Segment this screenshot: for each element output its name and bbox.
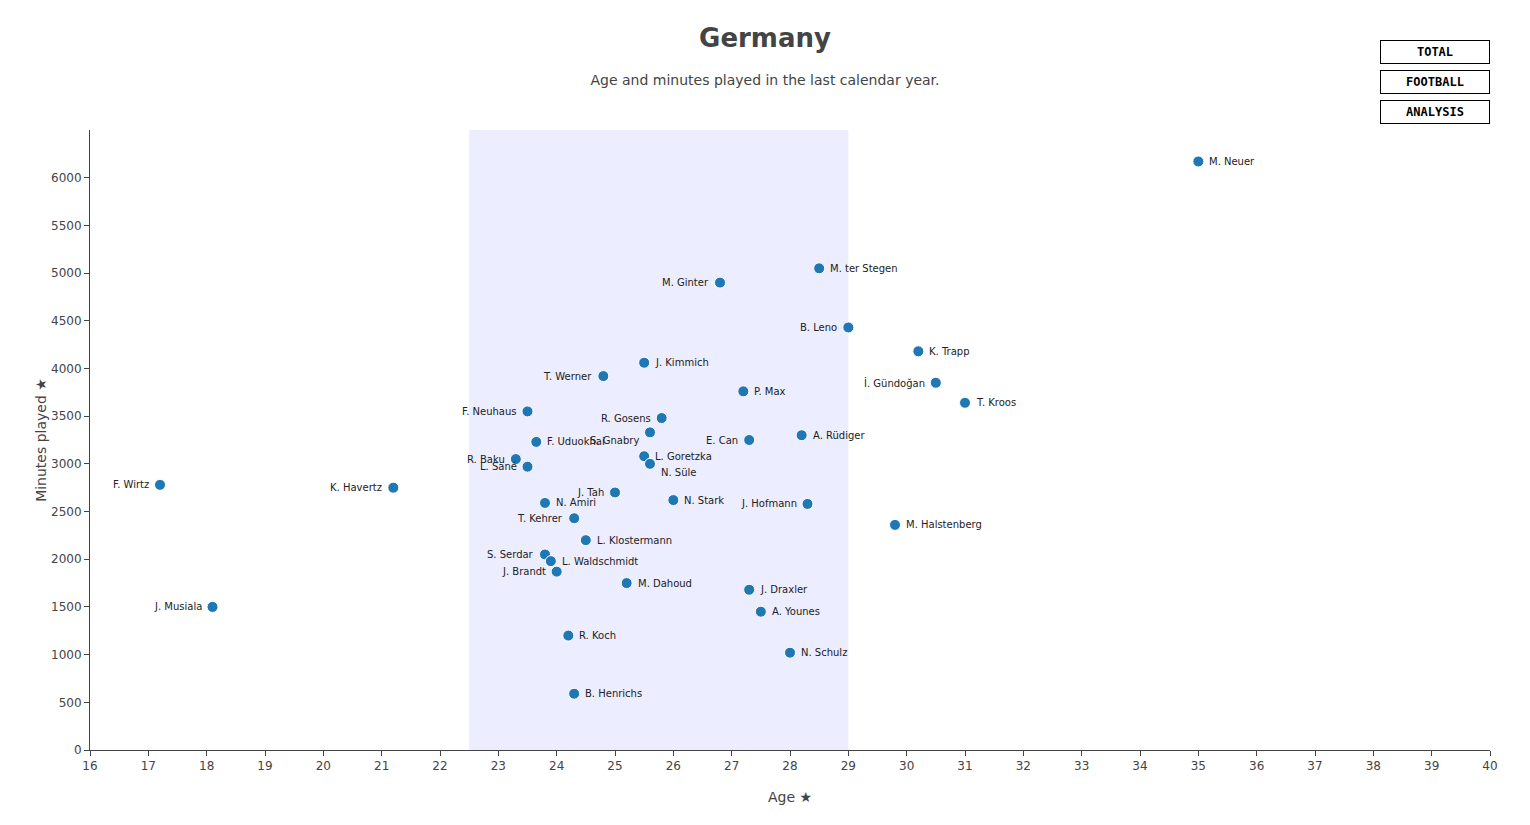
svg-text:20: 20 (316, 759, 331, 773)
svg-text:R. Gosens: R. Gosens (601, 413, 651, 424)
svg-text:37: 37 (1307, 759, 1322, 773)
svg-text:34: 34 (1132, 759, 1147, 773)
svg-text:L. Goretzka: L. Goretzka (655, 451, 712, 462)
svg-text:N. Amiri: N. Amiri (556, 497, 596, 508)
svg-text:S. Gnabry: S. Gnabry (590, 435, 639, 446)
svg-text:26: 26 (666, 759, 681, 773)
svg-text:Germany: Germany (699, 23, 831, 53)
svg-text:1500: 1500 (51, 600, 82, 614)
svg-text:3000: 3000 (51, 457, 82, 471)
svg-text:ANALYSIS: ANALYSIS (1406, 105, 1464, 119)
svg-text:M. Neuer: M. Neuer (1209, 156, 1255, 167)
svg-text:M. ter Stegen: M. ter Stegen (830, 263, 898, 274)
svg-text:30: 30 (899, 759, 914, 773)
svg-text:4500: 4500 (51, 314, 82, 328)
svg-text:T. Kehrer: T. Kehrer (517, 513, 563, 524)
svg-text:TOTAL: TOTAL (1417, 45, 1453, 59)
svg-text:K. Havertz: K. Havertz (330, 482, 382, 493)
svg-text:22: 22 (432, 759, 447, 773)
svg-text:B. Leno: B. Leno (800, 322, 837, 333)
svg-text:500: 500 (59, 696, 82, 710)
svg-text:T. Kroos: T. Kroos (976, 397, 1016, 408)
svg-text:S. Serdar: S. Serdar (487, 549, 534, 560)
svg-text:P. Max: P. Max (754, 386, 786, 397)
svg-text:28: 28 (782, 759, 797, 773)
svg-text:R. Koch: R. Koch (579, 630, 616, 641)
svg-text:F. Neuhaus: F. Neuhaus (462, 406, 517, 417)
svg-text:L. Sané: L. Sané (480, 461, 517, 472)
svg-text:25: 25 (607, 759, 622, 773)
svg-text:N. Schulz: N. Schulz (801, 647, 847, 658)
svg-text:A. Younes: A. Younes (772, 606, 820, 617)
svg-text:32: 32 (1016, 759, 1031, 773)
svg-text:F. Uduokhai: F. Uduokhai (547, 436, 605, 447)
svg-text:E. Can: E. Can (706, 435, 738, 446)
svg-text:M. Dahoud: M. Dahoud (638, 578, 692, 589)
svg-text:R. Baku: R. Baku (467, 454, 505, 465)
svg-text:23: 23 (491, 759, 506, 773)
svg-text:A. Rüdiger: A. Rüdiger (813, 430, 865, 441)
svg-text:T. Werner: T. Werner (543, 371, 592, 382)
svg-text:4000: 4000 (51, 362, 82, 376)
svg-text:1000: 1000 (51, 648, 82, 662)
svg-text:L. Waldschmidt: L. Waldschmidt (562, 556, 638, 567)
svg-text:FOOTBALL: FOOTBALL (1406, 75, 1464, 89)
svg-text:J. Hofmann: J. Hofmann (741, 498, 797, 509)
svg-text:N. Stark: N. Stark (684, 495, 724, 506)
svg-text:J. Draxler: J. Draxler (760, 584, 808, 595)
svg-text:2500: 2500 (51, 505, 82, 519)
svg-text:K. Trapp: K. Trapp (929, 346, 970, 357)
svg-text:İ. Gündoğan: İ. Gündoğan (864, 377, 925, 389)
svg-text:B. Henrichs: B. Henrichs (585, 688, 642, 699)
svg-text:M. Halstenberg: M. Halstenberg (906, 519, 982, 530)
svg-text:24: 24 (549, 759, 564, 773)
svg-text:18: 18 (199, 759, 214, 773)
svg-text:35: 35 (1191, 759, 1206, 773)
svg-text:3500: 3500 (51, 409, 82, 423)
svg-text:21: 21 (374, 759, 389, 773)
svg-text:Age ★: Age ★ (768, 789, 812, 805)
svg-text:36: 36 (1249, 759, 1264, 773)
svg-text:Minutes played ★: Minutes played ★ (33, 378, 49, 502)
svg-text:M. Ginter: M. Ginter (662, 277, 709, 288)
svg-text:6000: 6000 (51, 171, 82, 185)
svg-text:27: 27 (724, 759, 739, 773)
svg-text:5000: 5000 (51, 266, 82, 280)
svg-text:J. Kimmich: J. Kimmich (655, 357, 709, 368)
svg-text:31: 31 (957, 759, 972, 773)
svg-text:N. Süle: N. Süle (661, 467, 696, 478)
svg-text:L. Klostermann: L. Klostermann (597, 535, 672, 546)
svg-text:J. Brandt: J. Brandt (502, 566, 546, 577)
svg-text:19: 19 (257, 759, 272, 773)
svg-text:Age and minutes played in the: Age and minutes played in the last calen… (590, 72, 939, 88)
svg-text:2000: 2000 (51, 552, 82, 566)
svg-text:38: 38 (1366, 759, 1381, 773)
svg-text:0: 0 (74, 743, 82, 757)
svg-text:J. Tah: J. Tah (577, 487, 604, 498)
svg-text:29: 29 (841, 759, 856, 773)
svg-text:39: 39 (1424, 759, 1439, 773)
svg-text:33: 33 (1074, 759, 1089, 773)
svg-text:F. Wirtz: F. Wirtz (113, 479, 149, 490)
svg-text:J. Musiala: J. Musiala (154, 601, 202, 612)
svg-text:16: 16 (82, 759, 97, 773)
svg-text:40: 40 (1482, 759, 1497, 773)
svg-text:5500: 5500 (51, 219, 82, 233)
svg-text:17: 17 (141, 759, 156, 773)
